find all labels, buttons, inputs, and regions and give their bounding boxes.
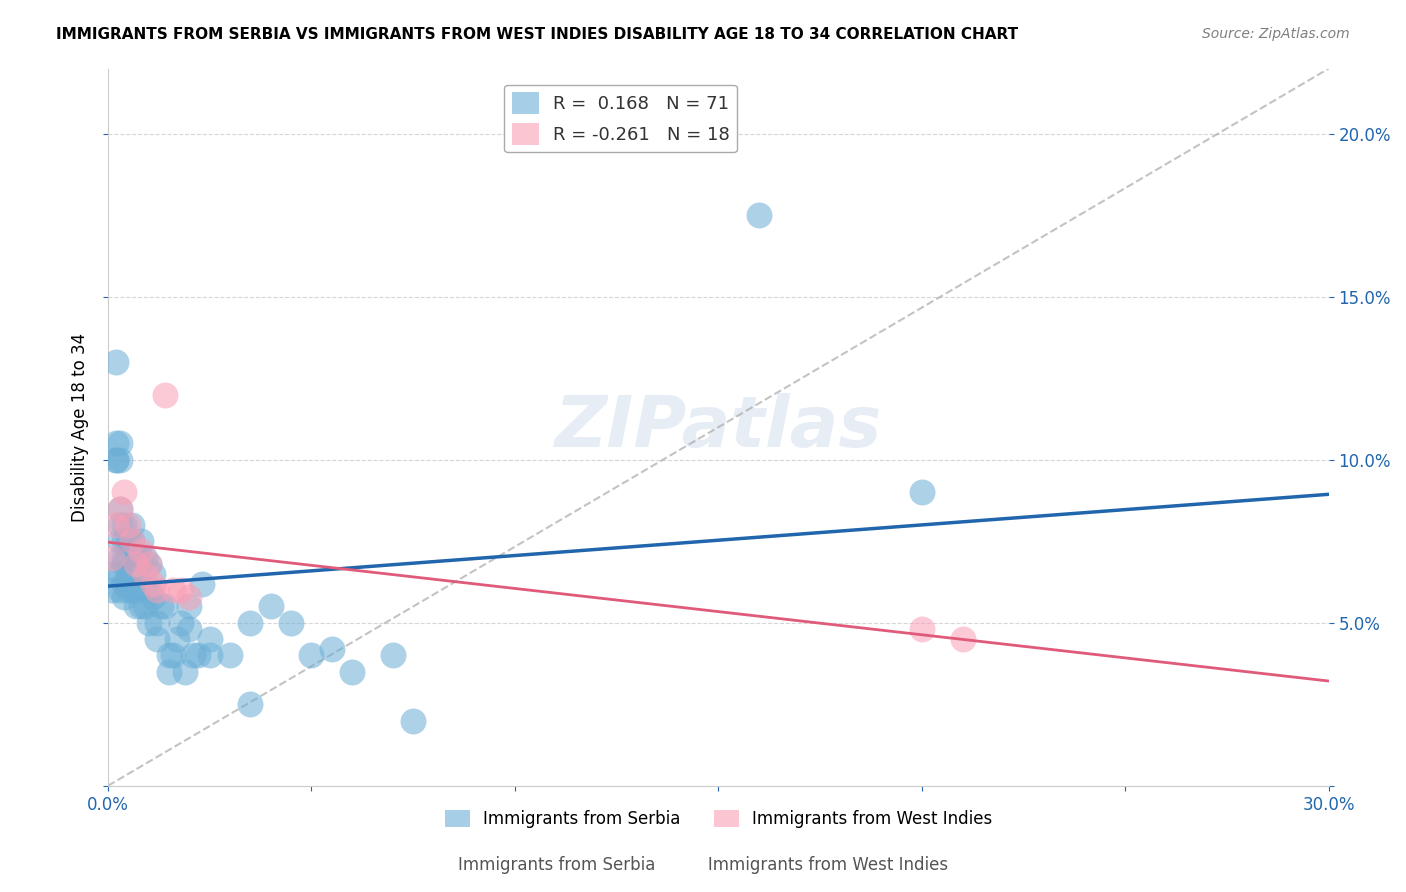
Immigrants from Serbia bbox=[117, 534, 139, 549]
Y-axis label: Disability Age 18 to 34: Disability Age 18 to 34 bbox=[72, 333, 89, 522]
Immigrants from West Indies bbox=[153, 387, 176, 401]
Immigrants from Serbia bbox=[112, 590, 135, 604]
Immigrants from Serbia bbox=[911, 485, 934, 500]
Immigrants from Serbia bbox=[179, 599, 201, 614]
Immigrants from West Indies bbox=[125, 557, 148, 571]
Immigrants from West Indies bbox=[134, 566, 156, 581]
Immigrants from Serbia bbox=[239, 698, 262, 712]
Immigrants from Serbia bbox=[138, 615, 160, 630]
Immigrants from West Indies bbox=[138, 557, 160, 571]
Immigrants from Serbia bbox=[134, 576, 156, 591]
Immigrants from West Indies bbox=[911, 622, 934, 636]
Immigrants from Serbia bbox=[186, 648, 208, 663]
Immigrants from Serbia bbox=[105, 452, 128, 467]
Immigrants from Serbia bbox=[748, 208, 770, 222]
Immigrants from Serbia bbox=[340, 665, 363, 679]
Immigrants from Serbia bbox=[157, 665, 180, 679]
Immigrants from West Indies bbox=[179, 590, 201, 604]
Immigrants from Serbia bbox=[321, 641, 343, 656]
Immigrants from Serbia bbox=[105, 452, 128, 467]
Immigrants from West Indies bbox=[129, 544, 152, 558]
Immigrants from Serbia bbox=[105, 355, 128, 369]
Immigrants from Serbia bbox=[129, 534, 152, 549]
Text: Immigrants from Serbia          Immigrants from West Indies: Immigrants from Serbia Immigrants from W… bbox=[458, 856, 948, 874]
Immigrants from Serbia bbox=[198, 648, 221, 663]
Legend: Immigrants from Serbia, Immigrants from West Indies: Immigrants from Serbia, Immigrants from … bbox=[437, 804, 998, 835]
Text: Source: ZipAtlas.com: Source: ZipAtlas.com bbox=[1202, 27, 1350, 41]
Immigrants from Serbia bbox=[153, 599, 176, 614]
Immigrants from Serbia bbox=[117, 566, 139, 581]
Immigrants from Serbia bbox=[108, 501, 131, 516]
Immigrants from West Indies bbox=[117, 518, 139, 533]
Immigrants from Serbia bbox=[134, 550, 156, 565]
Immigrants from West Indies bbox=[146, 583, 169, 598]
Immigrants from West Indies bbox=[108, 501, 131, 516]
Immigrants from Serbia bbox=[146, 615, 169, 630]
Immigrants from Serbia bbox=[125, 566, 148, 581]
Immigrants from West Indies bbox=[121, 534, 143, 549]
Immigrants from Serbia bbox=[219, 648, 242, 663]
Immigrants from Serbia bbox=[138, 557, 160, 571]
Immigrants from Serbia bbox=[121, 534, 143, 549]
Immigrants from Serbia bbox=[112, 518, 135, 533]
Immigrants from Serbia bbox=[125, 599, 148, 614]
Immigrants from Serbia bbox=[146, 632, 169, 646]
Immigrants from Serbia bbox=[190, 576, 212, 591]
Text: ZIPatlas: ZIPatlas bbox=[555, 392, 882, 462]
Immigrants from West Indies bbox=[112, 485, 135, 500]
Immigrants from Serbia bbox=[381, 648, 404, 663]
Immigrants from Serbia bbox=[108, 436, 131, 450]
Immigrants from Serbia bbox=[170, 615, 193, 630]
Immigrants from Serbia bbox=[239, 615, 262, 630]
Immigrants from Serbia bbox=[108, 452, 131, 467]
Immigrants from Serbia bbox=[183, 648, 205, 663]
Immigrants from Serbia bbox=[280, 615, 302, 630]
Immigrants from Serbia bbox=[162, 648, 184, 663]
Immigrants from Serbia bbox=[121, 583, 143, 598]
Immigrants from Serbia bbox=[166, 632, 188, 646]
Immigrants from Serbia bbox=[402, 714, 425, 728]
Immigrants from Serbia bbox=[108, 534, 131, 549]
Immigrants from Serbia bbox=[129, 599, 152, 614]
Immigrants from West Indies bbox=[170, 583, 193, 598]
Immigrants from Serbia bbox=[157, 648, 180, 663]
Immigrants from Serbia bbox=[129, 550, 152, 565]
Immigrants from Serbia bbox=[112, 550, 135, 565]
Immigrants from West Indies bbox=[162, 583, 184, 598]
Immigrants from Serbia bbox=[198, 632, 221, 646]
Immigrants from Serbia bbox=[117, 583, 139, 598]
Immigrants from Serbia bbox=[105, 436, 128, 450]
Immigrants from Serbia bbox=[101, 583, 124, 598]
Immigrants from Serbia bbox=[125, 550, 148, 565]
Immigrants from Serbia bbox=[108, 566, 131, 581]
Immigrants from West Indies bbox=[101, 550, 124, 565]
Immigrants from Serbia bbox=[142, 566, 165, 581]
Immigrants from Serbia bbox=[112, 576, 135, 591]
Immigrants from West Indies bbox=[952, 632, 974, 646]
Immigrants from Serbia bbox=[112, 534, 135, 549]
Immigrants from Serbia bbox=[117, 550, 139, 565]
Immigrants from Serbia bbox=[301, 648, 323, 663]
Immigrants from Serbia bbox=[101, 566, 124, 581]
Immigrants from Serbia bbox=[112, 557, 135, 571]
Immigrants from Serbia bbox=[149, 599, 172, 614]
Immigrants from Serbia bbox=[121, 518, 143, 533]
Immigrants from West Indies bbox=[105, 518, 128, 533]
Immigrants from Serbia bbox=[138, 583, 160, 598]
Immigrants from Serbia bbox=[108, 550, 131, 565]
Immigrants from Serbia bbox=[108, 518, 131, 533]
Immigrants from Serbia bbox=[134, 599, 156, 614]
Text: IMMIGRANTS FROM SERBIA VS IMMIGRANTS FROM WEST INDIES DISABILITY AGE 18 TO 34 CO: IMMIGRANTS FROM SERBIA VS IMMIGRANTS FRO… bbox=[56, 27, 1018, 42]
Immigrants from Serbia bbox=[142, 590, 165, 604]
Immigrants from West Indies bbox=[142, 576, 165, 591]
Immigrants from Serbia bbox=[179, 622, 201, 636]
Immigrants from Serbia bbox=[174, 665, 197, 679]
Immigrants from Serbia bbox=[260, 599, 283, 614]
Immigrants from Serbia bbox=[125, 583, 148, 598]
Immigrants from Serbia bbox=[108, 583, 131, 598]
